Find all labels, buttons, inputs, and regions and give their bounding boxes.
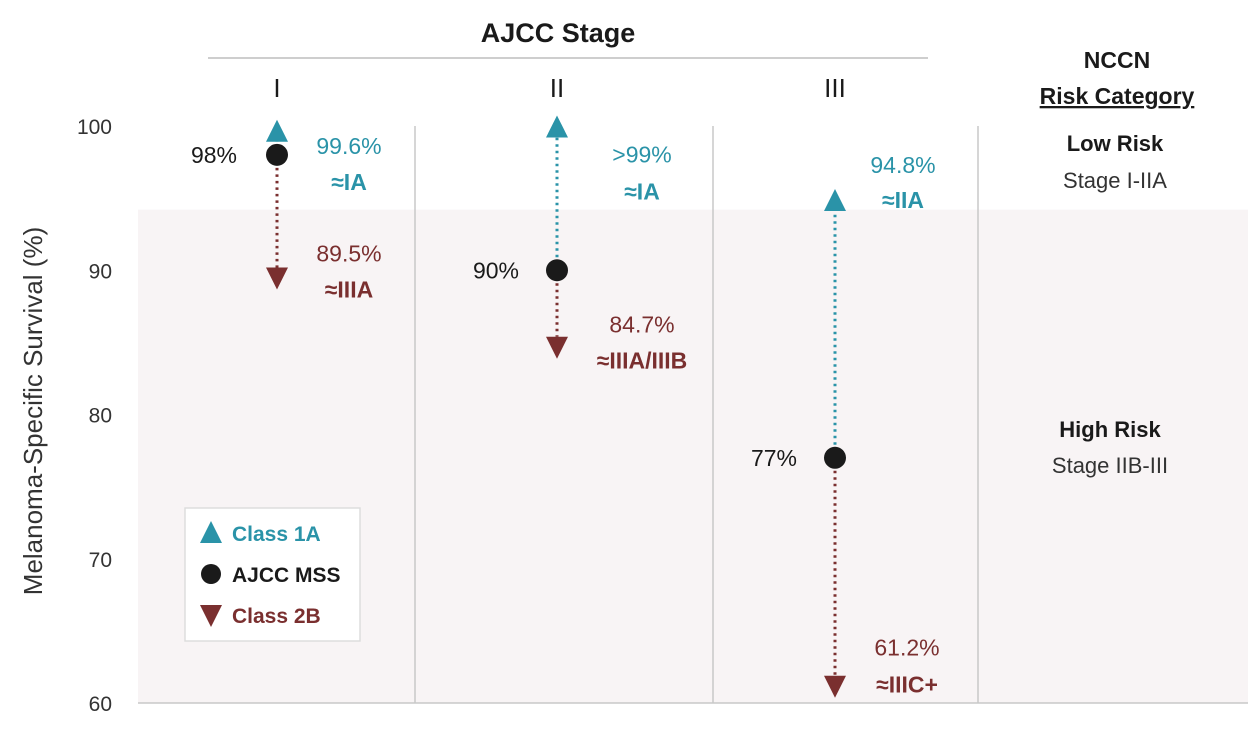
stage-label-II: II [550,73,564,103]
class-1a-marker-II [546,115,568,138]
class-2b-marker-III [824,675,846,698]
legend-class-2b-marker [200,605,222,627]
y-tick-100: 100 [77,116,112,139]
ajcc-mss-value-III: 77% [751,445,797,471]
class-1a-marker-III [824,189,846,212]
y-axis-label: Melanoma-Specific Survival (%) [18,227,48,595]
class-2b-value-III: 61.2% [874,635,939,661]
y-tick-80: 80 [89,405,112,428]
series-marks: 99.6% ≈IA 89.5% ≈IIIA 98% >99% ≈IA 84.7% ≈IIIA/I… [191,115,940,698]
ajcc-mss-marker-III [824,446,846,469]
legend-class-1a-label: Class 1A [232,523,321,546]
high-risk-title: High Risk [1059,417,1161,442]
class-2b-stage-I: ≈IIIA [325,276,373,302]
low-risk-band [138,126,1248,210]
risk-column-title-line2: Risk Category [1040,83,1195,109]
stage-label-I: I [273,73,280,103]
class-1a-value-II: >99% [612,141,671,167]
class-2b-stage-III: ≈IIIC+ [876,672,938,698]
legend-ajcc-mss-marker [201,564,221,584]
ajcc-mss-value-I: 98% [191,142,237,168]
stage-label-III: III [824,73,846,103]
risk-column-title-line1: NCCN [1084,47,1150,73]
legend-class-1a-marker [200,521,222,543]
y-axis: Melanoma-Specific Survival (%) 60 70 80 90 1… [18,116,112,716]
chart-header-title: AJCC Stage [481,18,636,48]
class-2b-stage-II: ≈IIIA/IIIB [597,348,688,374]
chart-header: AJCC Stage NCCN Risk Category [208,18,1195,109]
high-risk-subtitle: Stage IIB-III [1052,453,1168,478]
low-risk-subtitle: Stage I-IIA [1063,168,1167,193]
y-tick-90: 90 [89,260,112,283]
ajcc-mss-marker-II [546,259,568,282]
ajcc-mss-value-II: 90% [473,257,519,283]
class-2b-value-I: 89.5% [316,240,381,266]
low-risk-title: Low Risk [1067,131,1164,156]
class-1a-stage-III: ≈IIA [882,187,924,213]
y-tick-70: 70 [89,549,112,572]
y-tick-60: 60 [89,693,112,716]
class-1a-stage-I: ≈IA [331,169,367,195]
stage-labels: I II III [273,73,845,103]
class-1a-value-III: 94.8% [870,152,935,178]
legend-ajcc-mss-label: AJCC MSS [232,564,341,587]
class-2b-value-II: 84.7% [609,312,674,338]
class-2b-marker-II [546,336,568,359]
risk-labels: Low Risk Stage I-IIA High Risk Stage IIB… [1052,131,1168,478]
legend: Class 1A AJCC MSS Class 2B [184,507,361,642]
class-1a-value-I: 99.6% [316,133,381,159]
ajcc-mss-marker-I [266,143,288,166]
legend-class-2b-label: Class 2B [232,605,321,628]
class-2b-marker-I [266,267,288,290]
column-dividers [138,126,1248,704]
class-1a-stage-II: ≈IA [624,178,660,204]
class-1a-marker-I [266,119,288,142]
